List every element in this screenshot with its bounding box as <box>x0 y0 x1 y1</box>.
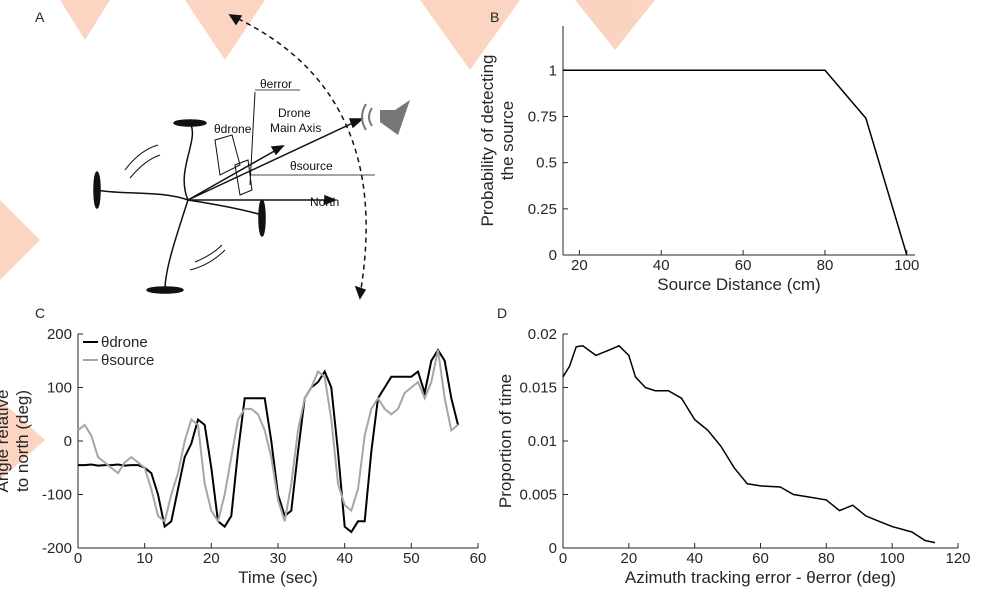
panel-label: A <box>35 9 45 25</box>
x-tick-label: 40 <box>686 550 703 567</box>
drone-axis: Drone <box>278 106 311 120</box>
x-tick-label: 80 <box>818 550 835 567</box>
y-tick-label: 0.75 <box>528 108 557 125</box>
x-tick-label: 30 <box>270 550 287 567</box>
theta-error: θerror <box>260 77 292 91</box>
y-tick-label: 0 <box>549 540 557 557</box>
theta-source: θsource <box>290 159 333 173</box>
watermark <box>0 0 655 480</box>
x-tick-label: 60 <box>470 550 487 567</box>
x-tick-label: 100 <box>894 257 919 274</box>
y-tick-label: 0.015 <box>519 380 557 397</box>
x-tick-label: 0 <box>74 550 82 567</box>
x-tick-label: 20 <box>203 550 220 567</box>
y-tick-label: -200 <box>42 540 72 557</box>
y-tick-label: 1 <box>549 62 557 79</box>
x-tick-label: 80 <box>817 257 834 274</box>
y-tick-label: 0.02 <box>528 326 557 343</box>
north-label: North <box>310 195 339 209</box>
x-tick-label: 60 <box>752 550 769 567</box>
y-axis-label: to north (deg) <box>13 390 32 492</box>
y-axis-label: Proportion of time <box>496 374 515 508</box>
y-tick-label: 100 <box>47 380 72 397</box>
y-axis-label: the source <box>498 101 517 180</box>
data-line <box>78 348 459 534</box>
drone-axis: Main Axis <box>270 121 321 135</box>
panel-label: B <box>490 9 499 25</box>
x-tick-label: 100 <box>880 550 905 567</box>
data-line <box>562 344 936 544</box>
y-tick-label: 0.005 <box>519 487 557 504</box>
y-tick-label: 0.01 <box>528 433 557 450</box>
legend-label: θdrone <box>101 334 148 351</box>
y-tick-label: 0.25 <box>528 201 557 218</box>
x-tick-label: 60 <box>735 257 752 274</box>
y-axis-label: Angle relative <box>0 389 12 492</box>
x-tick-label: 50 <box>403 550 420 567</box>
y-axis-label: Probability of detecting <box>478 55 497 227</box>
data-line <box>77 349 459 524</box>
x-tick-label: 40 <box>336 550 353 567</box>
x-tick-label: 120 <box>945 550 970 567</box>
x-axis-label: Time (sec) <box>238 568 318 587</box>
panel-label: D <box>497 305 507 321</box>
x-tick-label: 0 <box>559 550 567 567</box>
x-axis-label: Source Distance (cm) <box>657 275 820 294</box>
y-tick-label: -100 <box>42 487 72 504</box>
x-tick-label: 10 <box>136 550 153 567</box>
y-tick-label: 0.5 <box>536 155 557 172</box>
legend-label: θsource <box>101 352 154 369</box>
drone-diagram <box>93 14 410 300</box>
x-axis-label: Azimuth tracking error - θerror (deg) <box>625 568 896 587</box>
theta-drone: θdrone <box>214 122 252 136</box>
x-tick-label: 40 <box>653 257 670 274</box>
y-tick-label: 0 <box>64 433 72 450</box>
x-tick-label: 20 <box>571 257 588 274</box>
x-tick-label: 20 <box>620 550 637 567</box>
data-line <box>563 69 908 256</box>
y-tick-label: 0 <box>549 247 557 264</box>
y-tick-label: 200 <box>47 326 72 343</box>
panel-label: C <box>35 305 45 321</box>
